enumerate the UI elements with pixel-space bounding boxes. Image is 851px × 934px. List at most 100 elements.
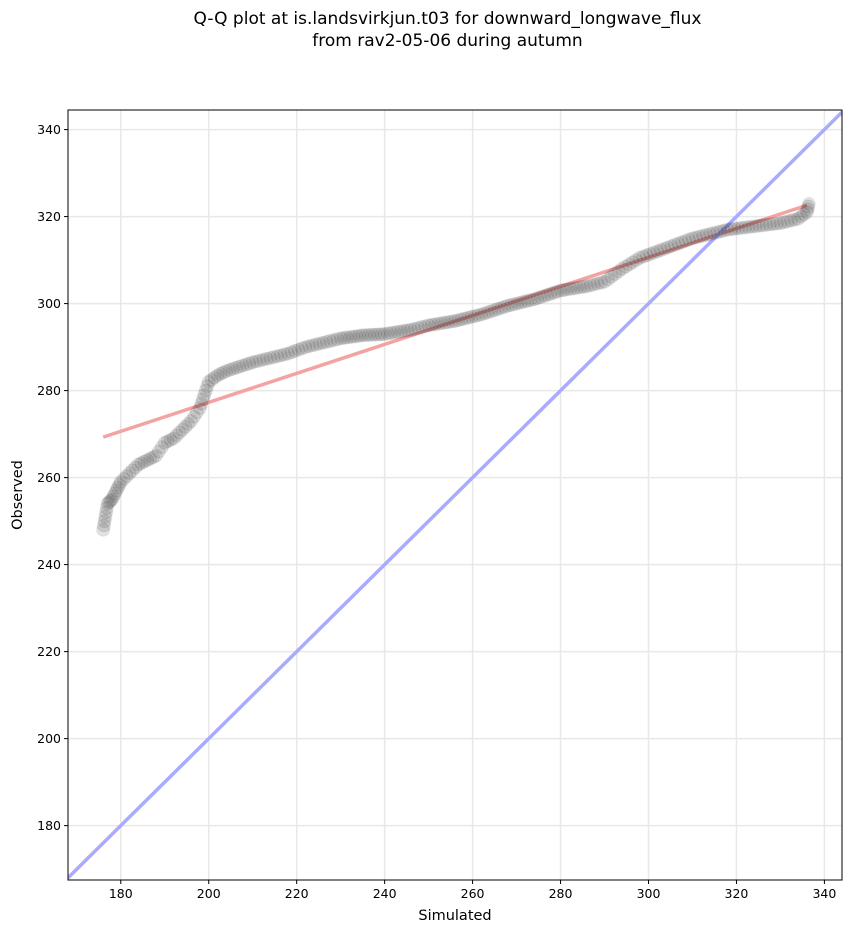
- qq-point: [323, 334, 338, 348]
- qq-point: [414, 320, 429, 335]
- qq-point: [175, 422, 190, 437]
- qq-point: [284, 345, 299, 360]
- qq-point: [566, 281, 581, 296]
- qq-point: [371, 327, 386, 342]
- qq-point: [710, 225, 725, 240]
- qq-point: [490, 302, 505, 317]
- qq-point: [586, 277, 601, 292]
- qq-point: [451, 313, 466, 328]
- qq-point: [172, 425, 187, 440]
- qq-point: [696, 228, 711, 243]
- x-tick-label: 280: [549, 886, 573, 901]
- qq-point: [674, 235, 689, 250]
- x-tick-label: 220: [285, 886, 309, 901]
- qq-point: [305, 338, 320, 353]
- qq-point: [738, 220, 753, 235]
- y-tick-label: 320: [37, 209, 61, 224]
- qq-point: [787, 212, 802, 227]
- qq-point: [96, 522, 111, 537]
- qq-point: [131, 457, 146, 472]
- qq-point: [745, 219, 760, 234]
- qq-point: [671, 236, 686, 251]
- qq-point: [601, 272, 616, 287]
- qq-point: [187, 409, 202, 424]
- qq-point: [263, 350, 278, 365]
- qq-point: [752, 218, 767, 233]
- qq-point: [611, 264, 626, 279]
- qq-point: [579, 279, 594, 294]
- qq-point: [134, 456, 149, 471]
- qq-point: [759, 217, 774, 232]
- qq-point: [556, 282, 571, 297]
- y-tick-label: 280: [37, 383, 61, 398]
- qq-point: [421, 318, 436, 333]
- qq-point: [148, 448, 163, 463]
- qq-point: [222, 362, 237, 377]
- qq-point: [639, 248, 654, 263]
- qq-point: [441, 315, 456, 330]
- qq-point: [727, 221, 742, 236]
- qq-point: [523, 293, 538, 308]
- qq-point: [553, 283, 568, 298]
- qq-point: [703, 226, 718, 241]
- x-tick-label: 180: [109, 886, 133, 901]
- qq-point: [457, 311, 472, 326]
- qq-point: [454, 312, 469, 327]
- qq-point: [533, 290, 548, 305]
- qq-point: [390, 324, 405, 339]
- x-axis-label: Simulated: [418, 908, 491, 924]
- qq-point: [352, 328, 367, 343]
- qq-point: [201, 374, 216, 389]
- qq-point: [119, 469, 134, 484]
- y-tick-label: 200: [37, 731, 61, 746]
- qq-point: [239, 357, 254, 372]
- qq-point: [163, 432, 178, 447]
- qq-point: [780, 214, 795, 229]
- qq-point: [178, 419, 193, 434]
- qq-point: [107, 486, 122, 501]
- qq-point: [570, 280, 585, 295]
- qq-point: [411, 320, 426, 335]
- qq-point: [143, 451, 158, 466]
- qq-point: [464, 309, 479, 324]
- qq-point: [731, 221, 746, 236]
- qq-point: [380, 326, 395, 341]
- qq-point: [358, 328, 373, 343]
- qq-point: [500, 298, 515, 313]
- qq-point: [543, 286, 558, 301]
- qq-point: [497, 299, 512, 314]
- qq-point: [734, 220, 749, 235]
- y-axis-label: Observed: [10, 460, 26, 530]
- qq-point: [146, 450, 161, 465]
- qq-point: [102, 495, 117, 510]
- y-axis: 180 200 220 240 260 280 300 320 340: [37, 122, 68, 833]
- qq-point: [776, 215, 791, 230]
- qq-point: [98, 509, 113, 524]
- qq-point: [216, 365, 231, 380]
- qq-point: [664, 239, 679, 254]
- qq-point: [583, 278, 598, 293]
- qq-point: [769, 216, 784, 231]
- qq-point: [394, 324, 409, 339]
- qq-point: [103, 493, 118, 508]
- qq-point: [748, 219, 763, 234]
- qq-point: [597, 274, 612, 289]
- qq-point: [122, 466, 137, 481]
- qq-point: [116, 472, 131, 487]
- qq-point: [448, 313, 462, 328]
- qq-point: [384, 325, 399, 340]
- qq-point: [97, 514, 112, 529]
- qq-point: [636, 249, 651, 264]
- qq-point: [799, 205, 814, 220]
- qq-point: [207, 370, 222, 385]
- qq-point: [699, 227, 714, 242]
- qq-point: [400, 323, 415, 338]
- qq-point: [192, 400, 207, 415]
- qq-point: [355, 328, 370, 343]
- fit-line: [102, 203, 808, 439]
- qq-point: [225, 361, 240, 376]
- qq-point: [184, 414, 199, 429]
- qq-point: [510, 296, 525, 311]
- qq-point: [273, 348, 288, 363]
- qq-point: [431, 316, 446, 331]
